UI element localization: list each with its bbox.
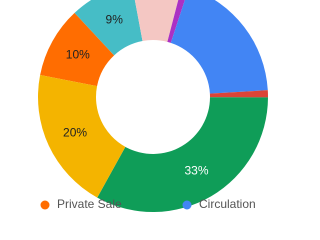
slice bbox=[134, 0, 179, 42]
slice bbox=[170, 0, 268, 94]
legend-swatch bbox=[40, 200, 50, 210]
slice bbox=[74, 0, 143, 56]
legend-label: Circulation bbox=[199, 197, 256, 211]
slice bbox=[167, 0, 185, 43]
value-label: 9% bbox=[106, 12, 124, 26]
chart: 10% 9% 33% 20% Private Sale Circulation bbox=[37, 0, 268, 213]
legend-swatch bbox=[182, 200, 192, 210]
value-label: 33% bbox=[185, 163, 209, 177]
slice bbox=[209, 90, 268, 98]
slice bbox=[97, 97, 268, 213]
legend-label: Private Sale bbox=[57, 197, 122, 211]
slice bbox=[37, 75, 126, 198]
slice bbox=[40, 12, 115, 87]
value-label: 10% bbox=[66, 47, 90, 61]
value-label: 20% bbox=[63, 126, 87, 140]
